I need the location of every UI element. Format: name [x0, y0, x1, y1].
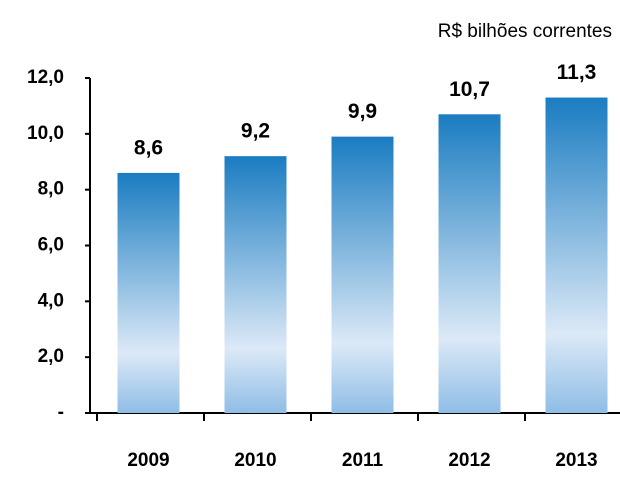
- y-tick-label: 12,0: [27, 67, 64, 88]
- y-tick-label: -: [58, 402, 64, 423]
- y-tick-label: 6,0: [38, 235, 64, 256]
- y-tick-label: 8,0: [38, 179, 64, 200]
- value-label: 8,6: [134, 136, 163, 159]
- value-label: 9,9: [348, 100, 377, 123]
- bar: [331, 136, 394, 413]
- x-tick-label: 2010: [234, 450, 276, 471]
- value-label: 9,2: [241, 120, 270, 143]
- value-label: 11,3: [557, 61, 597, 84]
- x-tick-label: 2009: [127, 450, 169, 471]
- y-tick-label: 2,0: [38, 346, 64, 367]
- bar: [545, 97, 608, 414]
- x-tick-label: 2011: [342, 450, 384, 471]
- bar: [438, 114, 501, 414]
- bar: [224, 156, 287, 413]
- x-tick-label: 2012: [448, 450, 490, 471]
- x-tick-label: 2013: [555, 450, 597, 471]
- y-tick-label: 10,0: [27, 123, 64, 144]
- chart-subtitle: R$ bilhões correntes: [438, 21, 612, 42]
- value-label: 10,7: [449, 78, 490, 101]
- bar: [117, 172, 180, 413]
- y-tick-label: 4,0: [38, 290, 64, 311]
